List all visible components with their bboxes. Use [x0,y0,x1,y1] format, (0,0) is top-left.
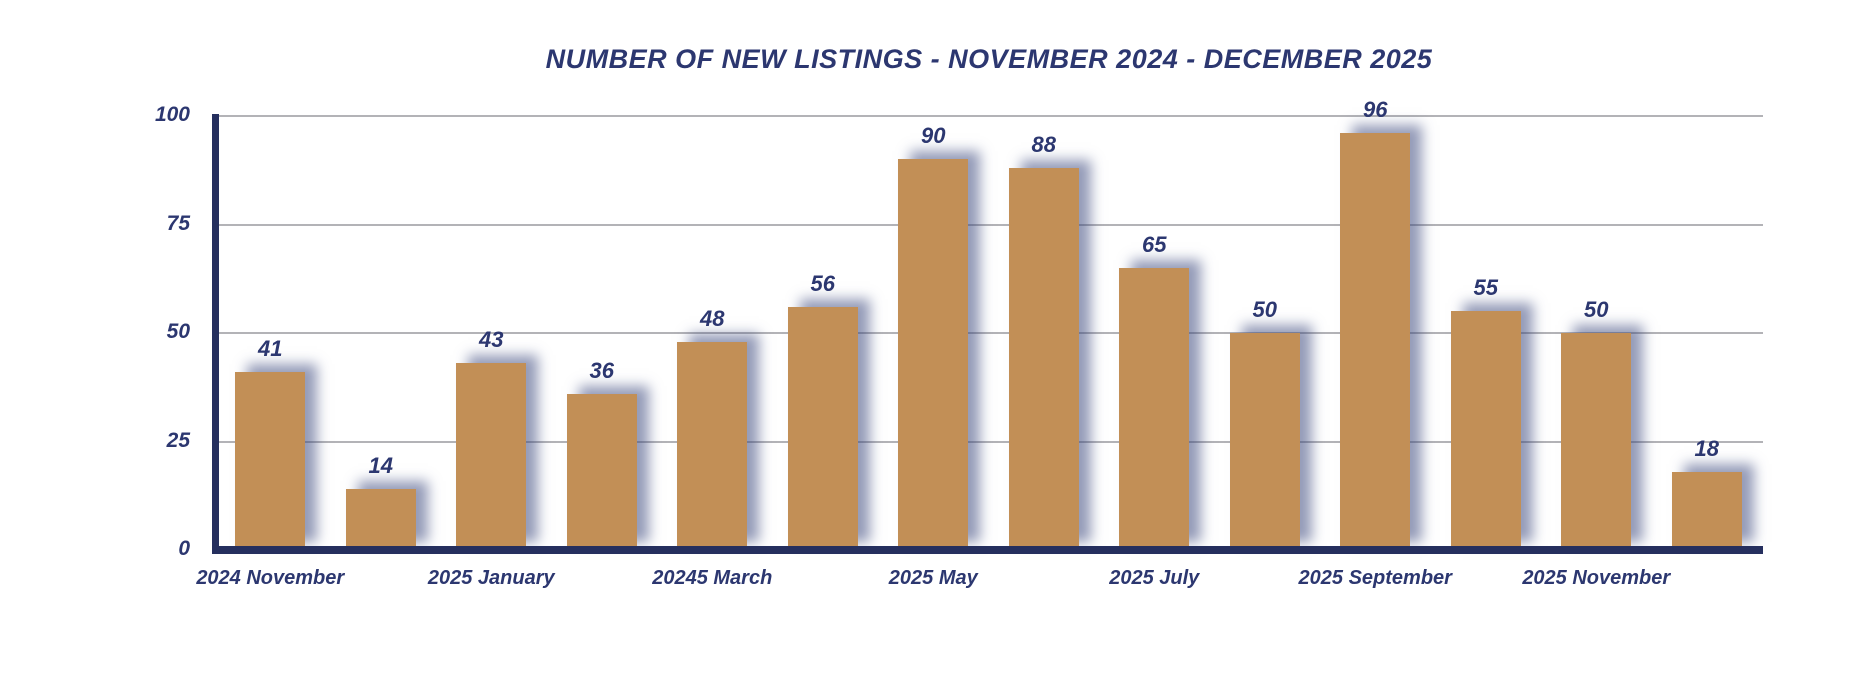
y-axis-tick-label: 75 [166,211,190,235]
bar-month-10 [1229,333,1300,550]
x-axis-tick-label: 2025 November [1522,567,1671,589]
bar-month-1 [235,372,306,550]
x-axis-tick-label: 2025 July [1109,567,1200,589]
bar-value-label: 41 [258,336,283,362]
bar-month-12 [1450,311,1521,550]
gridline-y25 [219,440,1763,443]
bar-month-8 [1008,168,1079,550]
y-axis-line [212,114,219,554]
x-axis-tick-label: 2025 January [427,567,555,589]
bar-month-13 [1561,333,1632,550]
gridline-y75 [219,223,1763,226]
bar-month-9 [1119,267,1190,550]
gridline-y100 [219,115,1763,117]
bar-month-6 [787,306,858,550]
bar-value-label: 50 [1252,297,1277,322]
bar-value-label: 50 [1584,297,1609,322]
bar-value-label: 90 [921,123,946,149]
bar-value-label: 36 [589,357,614,383]
x-axis-tick-label: 2025 September [1298,567,1452,589]
x-axis-tick-label: 2025 May [888,567,978,589]
bar-month-11 [1340,133,1411,550]
x-axis-tick-label: 20245 March [652,567,773,589]
bar-value-label: 96 [1363,97,1388,123]
y-axis-tick-label: 25 [166,428,190,452]
bar-value-label: 88 [1031,132,1056,158]
y-axis-tick-label: 50 [166,320,190,343]
bar-value-label: 14 [368,453,393,479]
bar-value-label: 18 [1694,435,1719,461]
x-axis-tick-label: 2024 November [196,567,345,589]
bar-value-label: 56 [810,270,835,296]
bar-value-label: 48 [700,305,725,331]
x-axis-line [212,546,1763,554]
chart-title: NUMBER OF NEW LISTINGS - NOVEMBER 2024 -… [545,44,1433,74]
bar-month-3 [456,363,527,550]
y-axis-tick-label: 0 [178,537,190,560]
bar-value-label: 55 [1473,275,1498,301]
bar-month-7 [898,159,969,550]
bar-month-4 [566,393,637,550]
bar-value-label: 43 [479,327,504,353]
bar-month-5 [677,341,748,550]
bar-value-label: 65 [1142,231,1167,257]
y-axis-tick-label: 100 [154,103,190,126]
bar-month-14 [1671,471,1742,550]
gridline-y50 [219,332,1763,334]
bar-month-2 [345,489,416,550]
